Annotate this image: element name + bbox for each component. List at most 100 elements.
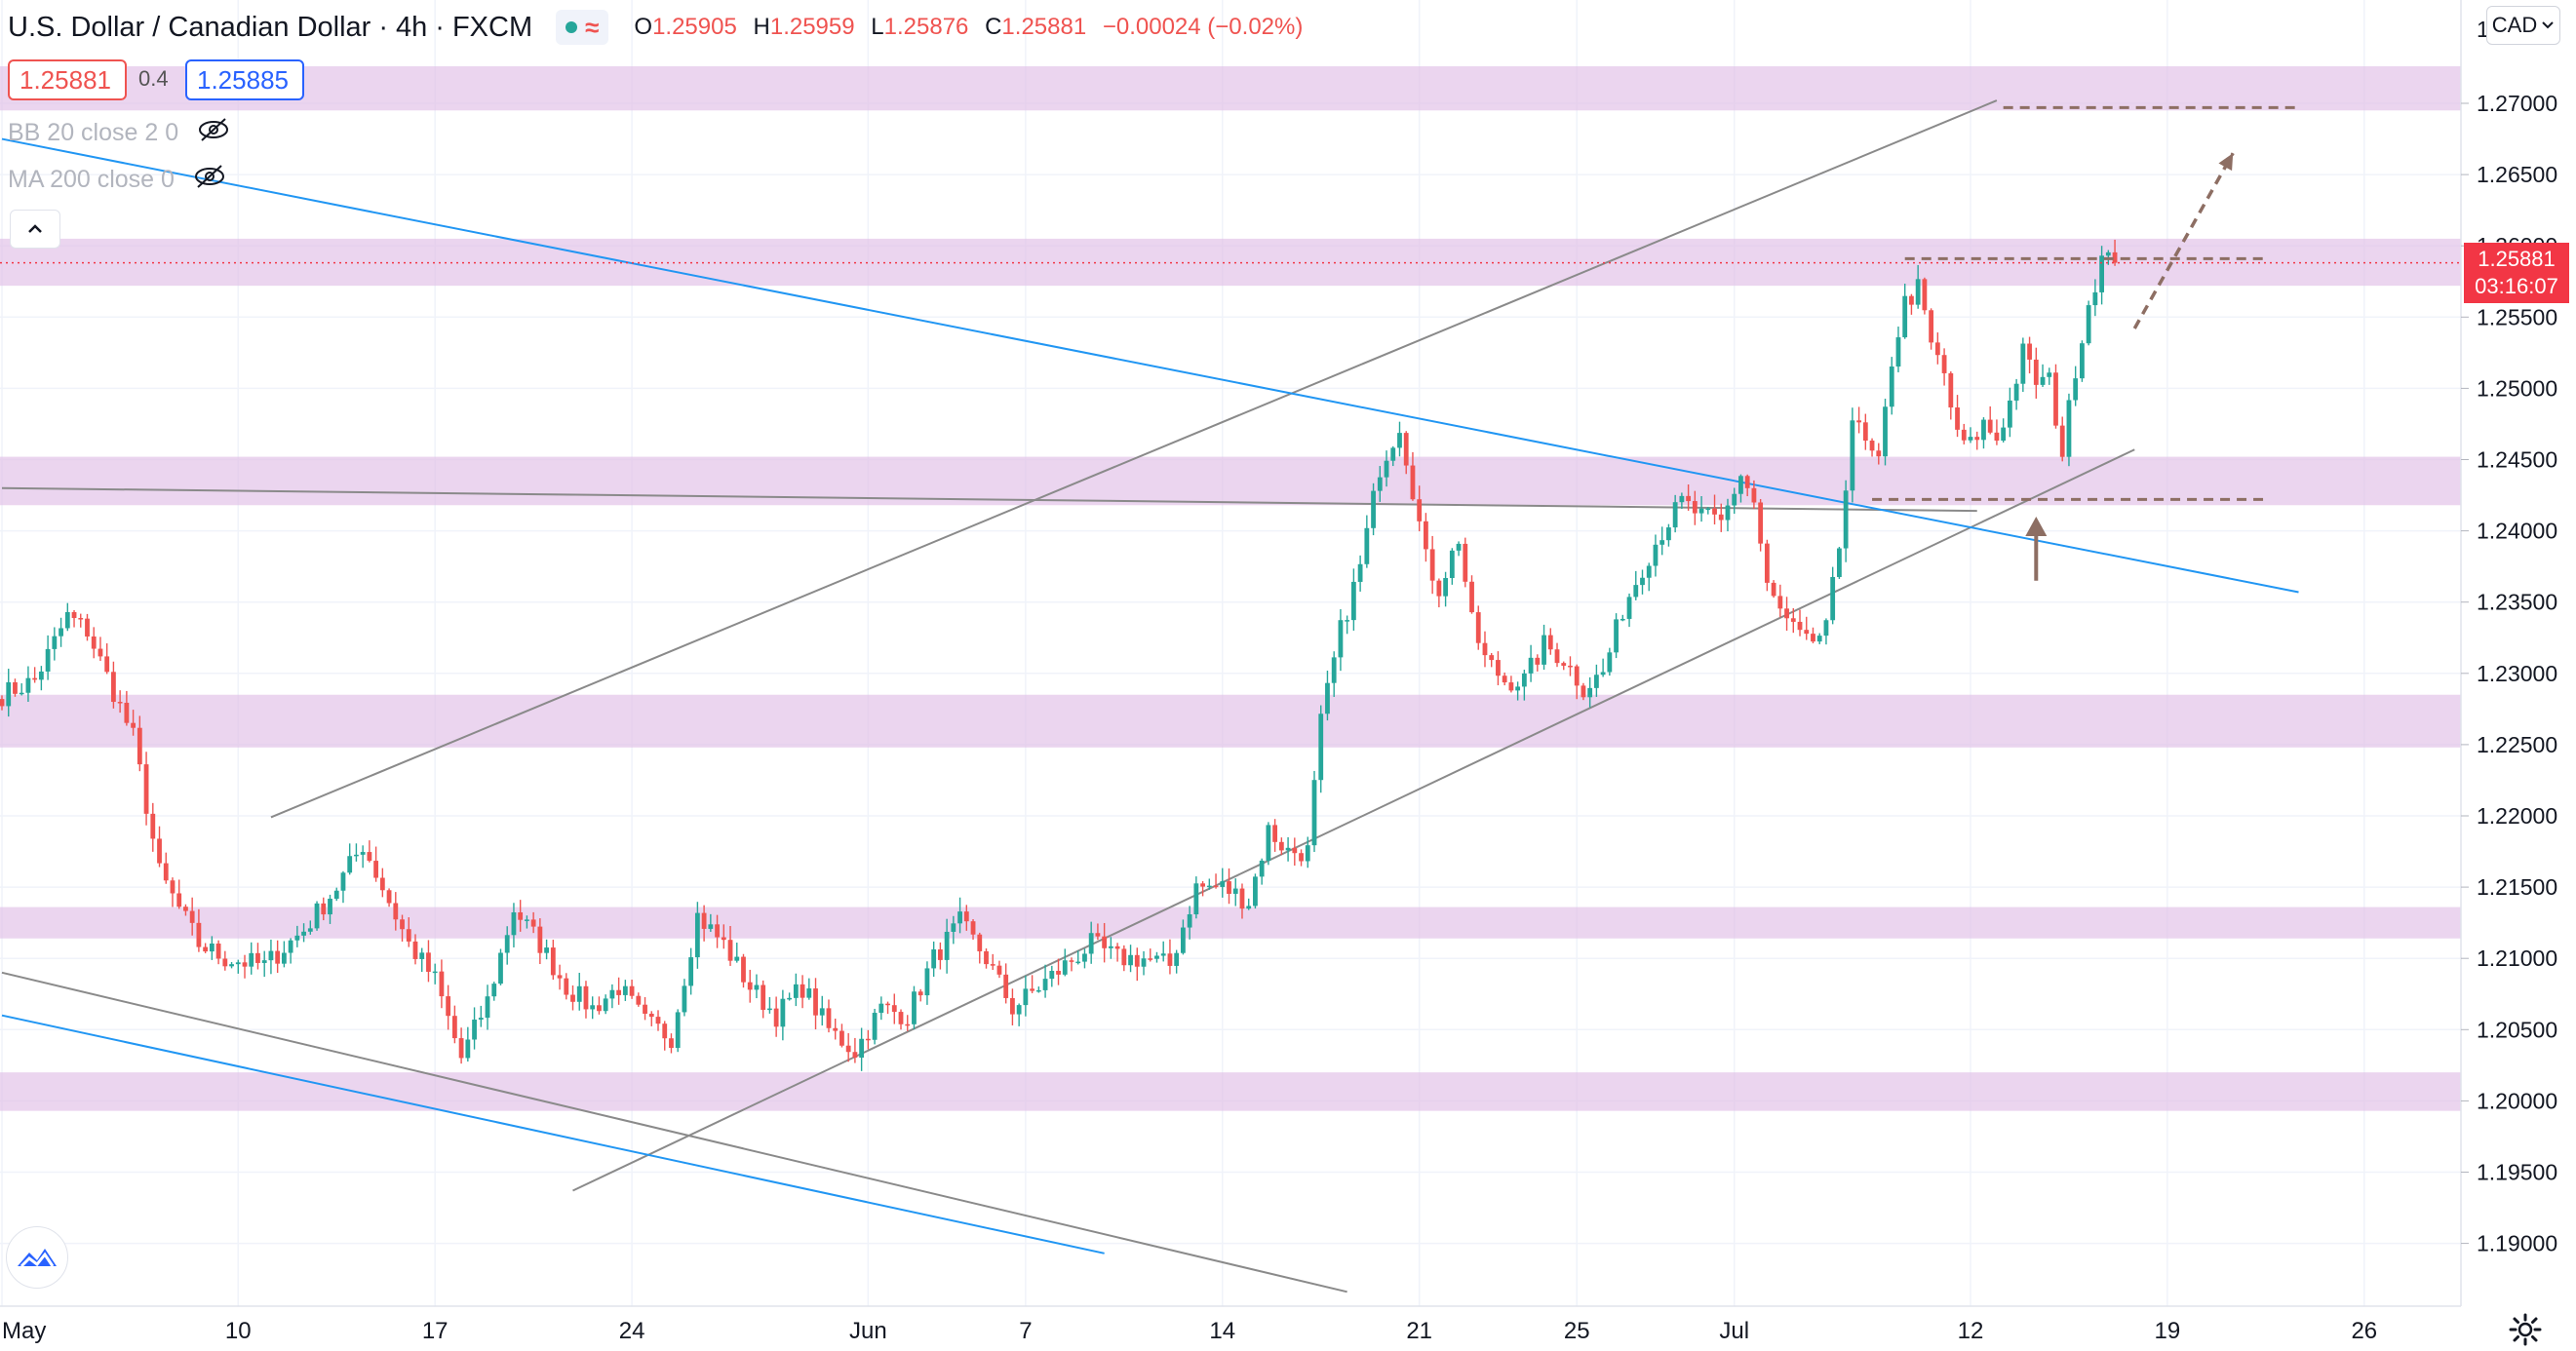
candle-body xyxy=(1823,620,1829,637)
chart-header: U.S. Dollar / Canadian Dollar · 4h · FXC… xyxy=(8,6,1303,49)
candle-body xyxy=(1725,505,1731,521)
candle-body xyxy=(1187,914,1192,928)
candle-body xyxy=(1285,847,1291,851)
trendline-blue[interactable] xyxy=(1,137,2299,594)
candle-body xyxy=(590,1005,596,1010)
candle-body xyxy=(2013,383,2019,401)
candle-body xyxy=(1148,958,1153,960)
candle-body xyxy=(715,924,720,938)
candle-body xyxy=(2040,376,2046,385)
candle-body xyxy=(176,893,182,907)
candle-body xyxy=(1338,620,1344,658)
candle-body xyxy=(64,612,70,629)
candle-body xyxy=(609,989,615,999)
price-axis[interactable]: 1.270001.265001.260001.255001.250001.245… xyxy=(2460,0,2576,1351)
candle-body xyxy=(1502,676,1507,683)
candle-body xyxy=(793,984,799,998)
indicator-ma[interactable]: MA 200 close 0 xyxy=(8,164,227,196)
candle-body xyxy=(255,952,260,963)
gear-icon[interactable] xyxy=(2506,1310,2545,1349)
arrow-up-icon xyxy=(2218,153,2234,172)
trendline-gray[interactable] xyxy=(1,486,1977,513)
candle-body xyxy=(203,946,209,952)
candle-body xyxy=(1193,883,1199,915)
projection-arrow[interactable] xyxy=(2132,152,2235,329)
candle-body xyxy=(1095,933,1101,937)
candle-body xyxy=(984,950,989,965)
candle-body xyxy=(2020,343,2026,384)
symbol-title[interactable]: U.S. Dollar / Canadian Dollar xyxy=(8,11,371,43)
candle-body xyxy=(721,937,726,941)
candle-body xyxy=(1804,630,1810,635)
price-zones xyxy=(0,65,2461,1111)
last-price-value: 1.25881 xyxy=(2478,247,2556,271)
tradingview-logo-icon[interactable] xyxy=(6,1226,68,1289)
candle-body xyxy=(0,699,5,707)
y-tick-label: 1.22000 xyxy=(2477,803,2557,829)
candle-body xyxy=(261,960,267,963)
candle-body xyxy=(301,931,306,936)
candle-body xyxy=(525,919,529,921)
candle-body xyxy=(773,1008,779,1027)
candle-body xyxy=(1797,621,1803,631)
y-tick-label: 1.21500 xyxy=(2477,874,2557,900)
annotations xyxy=(0,105,2461,581)
eye-off-icon[interactable] xyxy=(196,117,231,149)
candle-body xyxy=(544,947,549,953)
candle-body xyxy=(1181,927,1186,953)
candle-body xyxy=(1679,495,1685,503)
candle-body xyxy=(1436,580,1442,597)
candle-body xyxy=(406,929,411,942)
candle-body xyxy=(655,1017,661,1024)
trendline-gray[interactable] xyxy=(572,448,2135,1192)
candle-body xyxy=(806,988,812,998)
x-tick-label: 7 xyxy=(1019,1318,1032,1344)
market-open-dot-icon xyxy=(566,21,578,33)
candle-body xyxy=(2092,291,2098,306)
candle-body xyxy=(1718,514,1724,521)
indicator-bb[interactable]: BB 20 close 2 0 xyxy=(8,117,231,149)
candle-body xyxy=(1948,372,1954,408)
candle-body xyxy=(1266,825,1271,861)
currency-button[interactable]: CAD xyxy=(2486,6,2560,45)
candle-body xyxy=(643,1004,647,1014)
interval-label[interactable]: 4h xyxy=(396,11,428,43)
candle-body xyxy=(636,995,642,1005)
candle-body xyxy=(1672,502,1678,528)
candle-body xyxy=(98,648,103,657)
candle-body xyxy=(340,872,346,891)
buy-button[interactable]: 1.25885 xyxy=(185,59,304,100)
candle-body xyxy=(1016,1005,1022,1015)
x-tick-label: 14 xyxy=(1209,1318,1235,1344)
candle-body xyxy=(328,899,332,915)
price-zone[interactable] xyxy=(0,907,2461,939)
time-axis[interactable]: May 10 17 24 Jun 7 14 21 25 Jul 12 19 26 xyxy=(0,1305,2461,1344)
trendline-gray[interactable] xyxy=(270,99,1998,819)
candle-body xyxy=(859,1038,865,1059)
candle-body xyxy=(209,944,215,952)
candle-body xyxy=(1331,657,1337,683)
candle-body xyxy=(1698,508,1704,514)
price-zone[interactable] xyxy=(0,1072,2461,1111)
trendline-gray[interactable] xyxy=(1,971,1347,1293)
sell-button[interactable]: 1.25881 xyxy=(8,59,127,100)
price-zone[interactable] xyxy=(0,65,2461,111)
trendline-blue[interactable] xyxy=(1,1014,1105,1254)
collapse-legend-button[interactable] xyxy=(10,210,60,249)
candle-body xyxy=(1292,847,1298,854)
candle-body xyxy=(235,962,241,965)
candle-body xyxy=(321,903,327,915)
candle-body xyxy=(963,911,969,922)
candle-body xyxy=(1981,419,1986,441)
candle-body xyxy=(564,978,569,995)
market-status-badge[interactable]: ≈ xyxy=(556,10,609,45)
candle-body xyxy=(688,957,694,986)
eye-off-icon[interactable] xyxy=(192,164,227,196)
price-zone[interactable] xyxy=(0,694,2461,748)
x-tick-label: Jun xyxy=(849,1318,887,1344)
y-tick-label: 1.20000 xyxy=(2477,1088,2557,1113)
candle-body xyxy=(1114,946,1120,949)
x-tick-label: 10 xyxy=(225,1318,252,1344)
price-zone[interactable] xyxy=(0,456,2461,506)
